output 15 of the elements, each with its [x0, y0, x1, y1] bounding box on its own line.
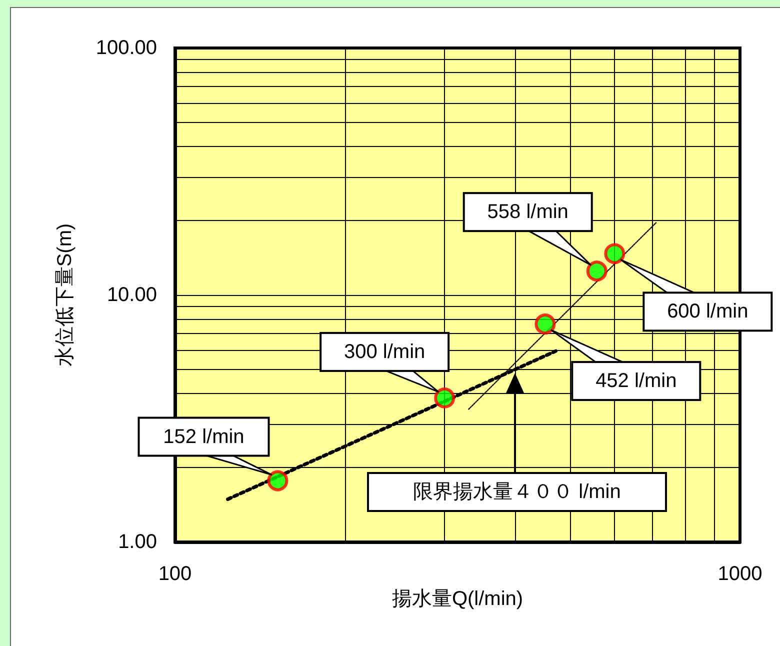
- annotation: 452 l/min: [596, 370, 677, 392]
- annotation: 限界揚水量４００ l/min: [413, 481, 621, 503]
- annotation: 300 l/min: [344, 340, 426, 363]
- x-tick-label: 1000: [718, 563, 762, 585]
- x-axis-title: 揚水量Q(l/min): [392, 588, 524, 610]
- annotation: 600 l/min: [667, 300, 748, 323]
- x-tick-label: 100: [158, 563, 192, 585]
- y-tick-label: 10.00: [106, 284, 157, 306]
- y-axis-title: 水位低下量S(m): [54, 223, 76, 367]
- speech-bubble: 452 l/min: [550, 329, 702, 402]
- y-tick-label: 100.00: [96, 37, 157, 59]
- y-tick-label: 1.00: [118, 531, 157, 553]
- annotation: 152 l/min: [163, 426, 244, 448]
- annotation: 558 l/min: [487, 201, 568, 224]
- speech-bubble: 600 l/min: [620, 258, 773, 332]
